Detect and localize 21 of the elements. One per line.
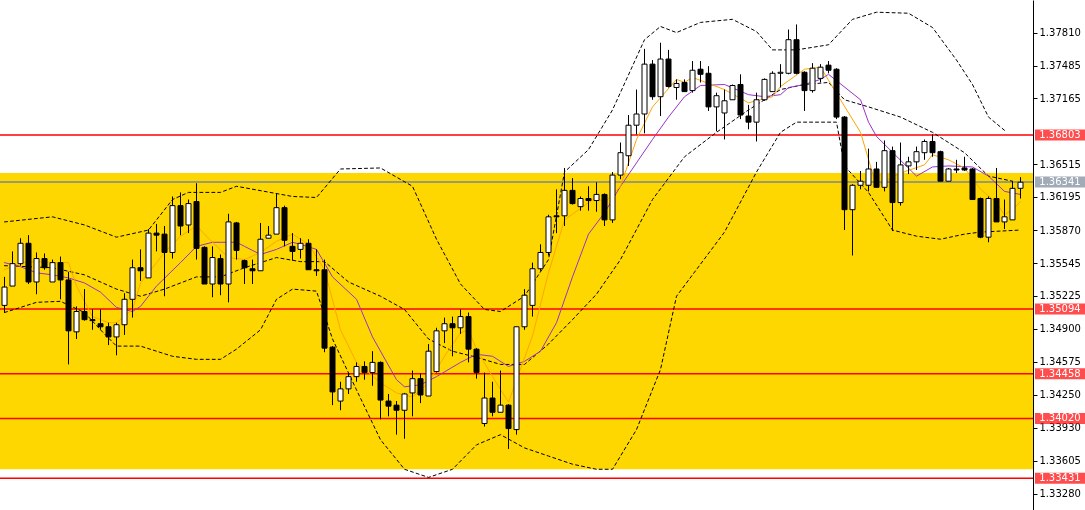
y-tick-label: 1.33930: [1039, 422, 1081, 434]
y-tick-label: 1.35870: [1039, 224, 1081, 236]
y-tick-label: 1.34900: [1039, 323, 1081, 335]
y-tick-label: 1.35545: [1039, 257, 1081, 269]
y-tick-label: 1.34250: [1039, 389, 1081, 401]
y-tick-label: 1.35225: [1039, 290, 1081, 302]
y-tick-label: 1.33280: [1039, 488, 1081, 500]
ref-line-label: 1.36803: [1039, 129, 1081, 141]
y-tick-label: 1.36515: [1039, 158, 1081, 170]
ref-line-label: 1.34458: [1039, 367, 1081, 379]
y-tick-label: 1.36195: [1039, 191, 1081, 203]
y-tick-label: 1.33605: [1039, 455, 1081, 467]
y-tick-label: 1.37810: [1039, 27, 1081, 39]
y-tick-label: 1.37485: [1039, 60, 1081, 72]
ref-line-label: 1.36341: [1039, 176, 1081, 188]
ref-line-label: 1.35094: [1039, 303, 1081, 315]
ref-line-label: 1.34020: [1039, 412, 1081, 424]
y-tick-label: 1.37165: [1039, 92, 1081, 104]
y-tick-label: 1.34575: [1039, 356, 1081, 368]
ref-line-label: 1.33431: [1039, 472, 1081, 484]
candlestick: [241, 259, 248, 285]
